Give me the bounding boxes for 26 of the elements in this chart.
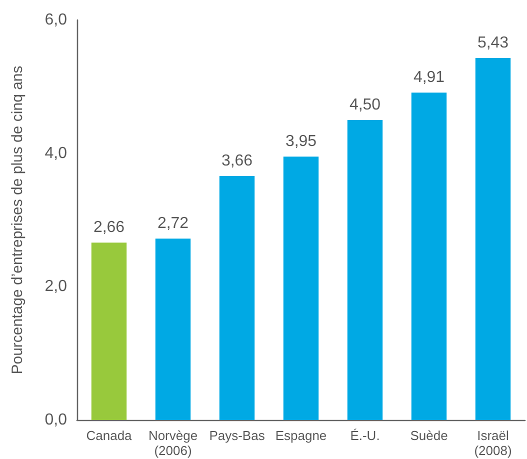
bar	[475, 58, 511, 420]
x-tick-label: Canada	[86, 428, 133, 443]
y-tick-label: 2,0	[44, 278, 68, 296]
bar	[411, 92, 447, 420]
x-tick-label: É.-U.	[350, 428, 380, 443]
data-label: 4,50	[349, 96, 381, 114]
data-label: 5,43	[477, 34, 509, 52]
data-label: 3,95	[285, 133, 317, 150]
bar	[283, 156, 319, 420]
data-label: 2,72	[157, 215, 189, 232]
bar	[155, 238, 191, 420]
data-label: 3,66	[221, 152, 253, 170]
y-tick-label: 4,0	[44, 144, 68, 162]
x-tick-label: Suède	[410, 428, 448, 443]
y-axis-title: Pourcentage d’entreprises de plus de cinq ans	[9, 66, 26, 374]
bar	[91, 242, 127, 420]
y-tick-label: 0,0	[44, 412, 68, 428]
data-label: 4,91	[413, 69, 445, 86]
x-tick-label: Pays-Bas	[209, 428, 266, 443]
bar	[219, 176, 255, 420]
y-tick-label: 6,0	[44, 12, 68, 28]
x-tick-label: Israël (2008)	[474, 428, 512, 458]
x-tick-label: Espagne	[275, 428, 327, 443]
data-label: 2,66	[93, 219, 125, 236]
x-tick-label: Norvège (2006)	[148, 428, 198, 458]
bar	[347, 120, 383, 420]
